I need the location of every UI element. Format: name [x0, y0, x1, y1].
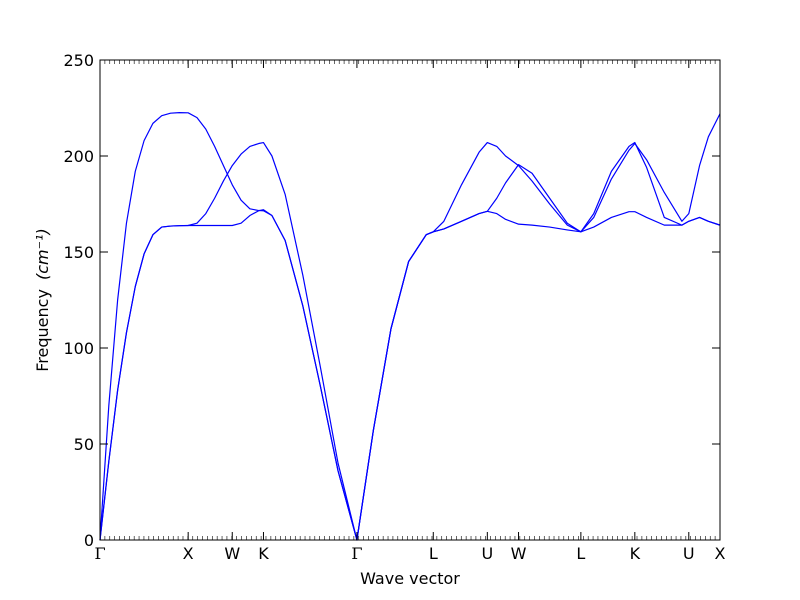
band-line-3 [99, 112, 721, 541]
y-axis-label-text: Frequency [33, 289, 52, 372]
y-axis-label: Frequency (cm⁻¹) [33, 228, 52, 371]
minor-ticks [99, 60, 721, 540]
x-tick-label: U [683, 544, 695, 563]
plot-area [100, 60, 720, 540]
x-tick-label: L [576, 544, 585, 563]
x-tick-label: U [481, 544, 493, 563]
x-tick-label: K [630, 544, 641, 563]
plot-frame [99, 59, 721, 541]
y-tick-label: 50 [74, 435, 94, 454]
y-tick-label: 100 [63, 339, 94, 358]
x-tick-label: W [224, 544, 240, 563]
x-tick-label: X [183, 544, 194, 563]
x-tick-label: Γ [94, 544, 105, 563]
y-tick-label: 200 [63, 147, 94, 166]
x-tick-label: K [258, 544, 269, 563]
y-tick-label: 150 [63, 243, 94, 262]
y-axis-label-unit: (cm⁻¹) [33, 228, 52, 280]
y-tick-label: 250 [63, 51, 94, 70]
x-tick-label: W [511, 544, 527, 563]
x-tick-label: Γ [351, 544, 362, 563]
y-axis-ticks: 0 50 100 150 200 250 [63, 51, 720, 550]
dispersion-lines [99, 112, 721, 541]
x-tick-label: L [429, 544, 438, 563]
x-tick-label: X [715, 544, 726, 563]
y-tick-label: 0 [84, 531, 94, 550]
x-axis-label: Wave vector [360, 569, 460, 588]
